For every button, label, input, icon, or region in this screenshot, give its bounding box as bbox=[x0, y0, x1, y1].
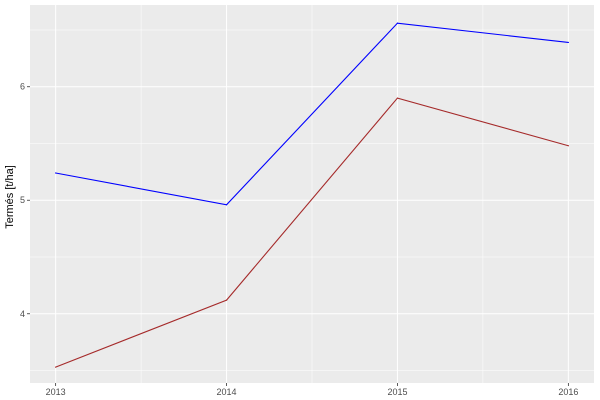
x-tick-label: 2015 bbox=[387, 387, 407, 397]
y-tick-label: 4 bbox=[20, 309, 25, 319]
data-point bbox=[396, 97, 399, 99]
x-tick-label: 2016 bbox=[558, 387, 578, 397]
data-point bbox=[225, 204, 228, 206]
y-axis-label: Termés [t/ha] bbox=[4, 165, 16, 229]
series-line-1 bbox=[55, 22, 569, 206]
series-line-2 bbox=[55, 97, 569, 368]
data-point bbox=[225, 299, 228, 301]
data-point bbox=[567, 41, 569, 44]
y-tick-label: 6 bbox=[20, 82, 25, 92]
y-tick-label: 5 bbox=[20, 195, 25, 205]
data-point bbox=[55, 172, 57, 174]
x-tick-label: 2013 bbox=[46, 387, 66, 397]
data-point bbox=[396, 22, 399, 24]
data-point bbox=[55, 366, 57, 368]
x-tick-label: 2014 bbox=[217, 387, 237, 397]
data-point bbox=[567, 145, 569, 147]
